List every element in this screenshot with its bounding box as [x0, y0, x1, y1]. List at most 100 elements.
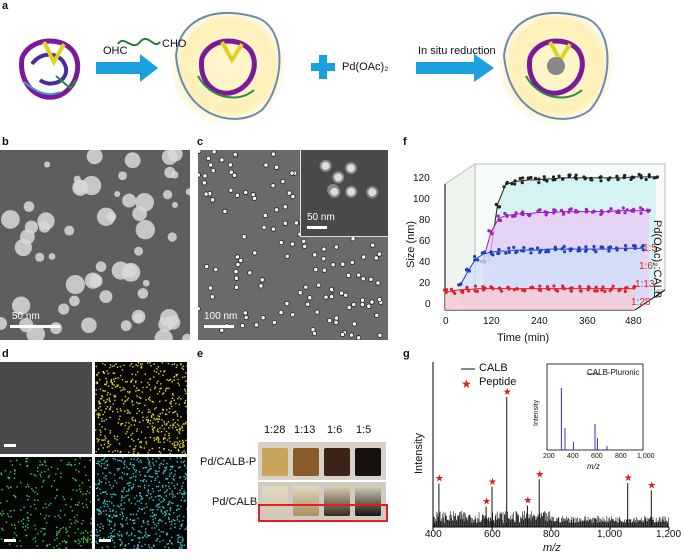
- chart-f-point: [626, 208, 629, 211]
- eds-dot: [98, 415, 99, 416]
- eds-o-map: O: [95, 457, 187, 549]
- eds-dot: [8, 516, 9, 517]
- eds-dot: [184, 529, 185, 530]
- eds-dot: [158, 471, 159, 472]
- eds-dot: [131, 487, 132, 488]
- eds-dot: [109, 501, 110, 502]
- eds-dot: [179, 433, 180, 434]
- eds-dot: [102, 439, 103, 440]
- eds-dot: [146, 386, 147, 387]
- eds-dot: [139, 471, 140, 472]
- chart-f: Size (nm) Time (min) Pd(OAc)₂:CALB 0 20 …: [405, 140, 685, 350]
- eds-dot: [181, 500, 182, 501]
- tem-particle: [290, 242, 294, 246]
- eds-dot: [140, 460, 141, 461]
- eds-dot: [2, 510, 3, 511]
- eds-dot: [125, 396, 126, 397]
- eds-dot: [185, 406, 186, 407]
- eds-dot: [101, 439, 102, 440]
- eds-dot: [6, 500, 7, 501]
- eds-dot: [101, 426, 102, 427]
- row-label-calb-p: Pd/CALB-P: [200, 456, 256, 468]
- eds-dot: [156, 418, 157, 419]
- eds-dot: [114, 529, 115, 530]
- eds-dot: [97, 463, 98, 464]
- eds-dot: [107, 406, 108, 407]
- peptide-star: ★: [435, 474, 444, 485]
- eds-dot: [100, 507, 101, 508]
- tem-particle: [243, 311, 247, 315]
- eds-dot: [16, 486, 17, 487]
- eds-dot: [60, 517, 61, 518]
- eds-dot: [104, 501, 105, 502]
- eds-dot: [45, 465, 46, 466]
- eds-dot: [168, 482, 169, 483]
- eds-dot: [131, 477, 132, 478]
- eds-dot: [121, 508, 122, 509]
- tem-particle: [64, 226, 74, 236]
- eds-dot: [127, 399, 128, 400]
- eds-dot: [158, 373, 159, 374]
- eds-dot: [54, 516, 55, 517]
- eds-dot: [132, 366, 133, 367]
- tem-particle: [244, 315, 248, 319]
- eds-dot: [163, 437, 164, 438]
- eds-dot: [162, 485, 163, 486]
- eds-dot: [35, 541, 36, 542]
- tem-particle: [125, 152, 141, 168]
- chart-f-point: [507, 247, 510, 250]
- eds-dot: [169, 453, 170, 454]
- chart-f-ytick-2: 40: [419, 257, 430, 268]
- eds-dot: [128, 422, 129, 423]
- coated-enzyme-1: [170, 8, 286, 124]
- legend-peptide: Peptide: [479, 376, 516, 388]
- eds-dot: [133, 548, 134, 549]
- eds-dot: [153, 401, 154, 402]
- chart-f-point: [457, 283, 460, 286]
- eds-dot: [14, 469, 15, 470]
- eds-dot: [146, 417, 147, 418]
- eds-dot: [147, 452, 148, 453]
- eds-dot: [99, 402, 100, 403]
- chart-f-xtick-2: 240: [531, 316, 548, 327]
- eds-dot: [115, 395, 116, 396]
- chart-f-point: [536, 246, 539, 249]
- eds-dot: [159, 416, 160, 417]
- chart-f-point: [568, 175, 571, 178]
- eds-dot: [119, 416, 120, 417]
- eds-dot: [44, 528, 45, 529]
- chart-f-point: [510, 182, 513, 185]
- eds-dot: [25, 461, 26, 462]
- chart-f-point: [578, 249, 581, 252]
- eds-dot: [157, 436, 158, 437]
- eds-dot: [165, 468, 166, 469]
- peptide-star: ★: [624, 473, 633, 484]
- eds-dot: [160, 383, 161, 384]
- tem-particle: [367, 304, 371, 308]
- eds-dot: [104, 390, 105, 391]
- eds-dot: [56, 534, 57, 535]
- eds-dot: [181, 486, 182, 487]
- inset-particle: [346, 187, 356, 197]
- eds-dot: [139, 403, 140, 404]
- eds-pd-map: Pd: [95, 362, 187, 454]
- tem-particle: [347, 305, 351, 309]
- eds-dot: [164, 434, 165, 435]
- eds-dot: [82, 503, 83, 504]
- eds-dot: [152, 422, 153, 423]
- tem-particle: [315, 310, 319, 314]
- enzyme-structure-1: [22, 41, 78, 97]
- eds-dot: [184, 501, 185, 502]
- chart-f-ylabel: Size (nm): [405, 221, 417, 268]
- chart-f-point: [577, 246, 580, 249]
- eds-dot: [101, 398, 102, 399]
- chart-f-point: [647, 210, 650, 213]
- eds-dot: [103, 528, 104, 529]
- eds-dot: [122, 513, 123, 514]
- tem-particle: [239, 258, 243, 262]
- peptide-star: ★: [482, 497, 491, 508]
- eds-dot: [99, 403, 100, 404]
- eds-dot: [79, 457, 80, 458]
- eds-dot: [37, 500, 38, 501]
- eds-dot: [90, 501, 91, 502]
